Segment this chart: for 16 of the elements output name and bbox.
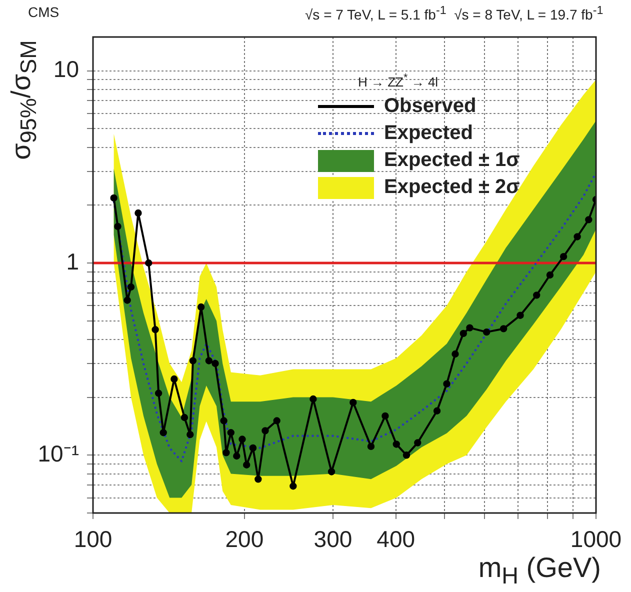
x-tick-label: 200: [225, 526, 264, 552]
x-axis-title: m$_{H}$ (GeV): [478, 552, 601, 590]
y-tick-label: 1: [66, 248, 79, 274]
x-tick-label: 400: [376, 526, 416, 552]
x-tick-label: 1000: [570, 526, 622, 552]
chart-title: CMS: [28, 4, 60, 20]
legend-label: Expected ± 1σ: [384, 149, 520, 172]
y-tick-label: 10⁻¹: [38, 440, 80, 466]
legend-label: Observed: [384, 95, 476, 118]
x-tick-label: 300: [314, 526, 352, 552]
y-tick-label: 10: [53, 56, 79, 82]
legend-title: H → ZZ$^{*}$ → 4l: [358, 72, 440, 90]
x-tick-label: 100: [74, 526, 112, 552]
legend-label: Expected ± 2σ: [384, 176, 520, 200]
legend-label: Expected: [384, 122, 473, 146]
chart-subtitle: √s = 7 TeV, L = 5.1 fb$^{-1}$ √s = 8 TeV, L = 19.7 fb$^{-1}$: [305, 4, 604, 23]
